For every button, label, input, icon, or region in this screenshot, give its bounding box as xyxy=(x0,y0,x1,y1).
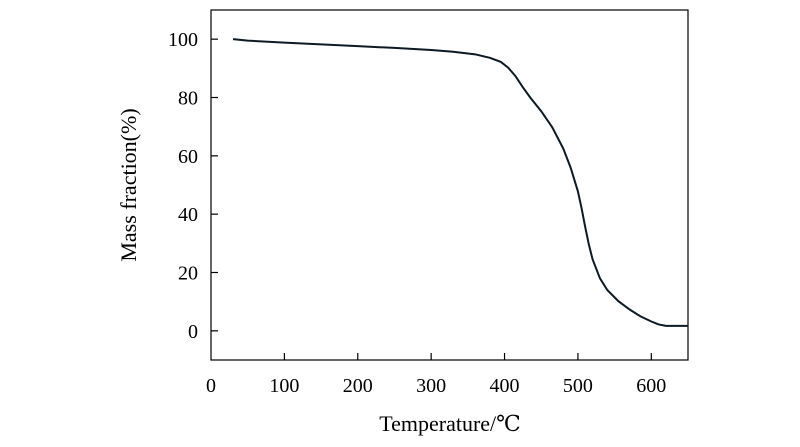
x-tick-label: 300 xyxy=(416,375,446,397)
x-tick-label: 0 xyxy=(206,375,216,397)
x-tick-label: 500 xyxy=(563,375,593,397)
y-tick-label: 80 xyxy=(178,88,198,110)
mass-fraction-line xyxy=(232,38,688,327)
y-axis-ticks: 0 20 40 60 80 100 xyxy=(168,29,218,343)
y-tick-label: 20 xyxy=(178,263,198,285)
plot-frame xyxy=(210,9,689,361)
y-axis-title: Mass fraction(%) xyxy=(116,108,141,261)
x-tick-label: 200 xyxy=(343,375,373,397)
y-tick-label: 0 xyxy=(188,321,198,343)
y-tick-label: 40 xyxy=(178,204,198,226)
y-tick-label: 60 xyxy=(178,146,198,168)
x-axis-title: Temperature/℃ xyxy=(379,411,521,436)
x-tick-label: 600 xyxy=(636,375,666,397)
x-axis-ticks: 0 100 200 300 400 500 600 xyxy=(206,353,666,397)
x-tick-label: 400 xyxy=(490,375,520,397)
x-tick-label: 100 xyxy=(269,375,299,397)
y-tick-label: 100 xyxy=(168,29,198,51)
